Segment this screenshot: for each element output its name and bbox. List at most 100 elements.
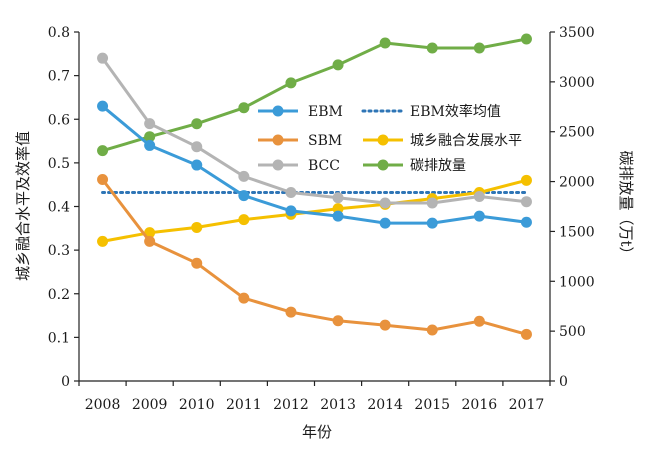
series-5-point bbox=[520, 33, 532, 45]
y-axis-right-title: 碳排放量（万t） bbox=[617, 150, 635, 261]
series-1-point bbox=[144, 235, 156, 247]
x-tick-label: 2014 bbox=[367, 397, 403, 413]
series-1-point bbox=[285, 306, 297, 318]
y-left-tick-label: 0.3 bbox=[48, 243, 70, 259]
x-tick-label: 2013 bbox=[320, 397, 356, 413]
series-0-point bbox=[520, 216, 532, 228]
series-0-point bbox=[191, 159, 203, 171]
y-left-tick-label: 0.8 bbox=[48, 25, 70, 41]
series-0-point bbox=[97, 100, 109, 112]
series-2-point bbox=[520, 196, 532, 208]
series-0 bbox=[97, 100, 532, 229]
legend-item-5-label: 碳排放量 bbox=[410, 158, 466, 174]
series-5-point bbox=[285, 77, 297, 89]
series-5-line bbox=[102, 37, 527, 153]
series-2-point bbox=[426, 197, 438, 209]
x-tick-label: 2012 bbox=[273, 397, 309, 413]
series-4-point bbox=[238, 214, 250, 226]
y-right-tick-label: 3500 bbox=[559, 25, 595, 41]
x-tick-label: 2008 bbox=[85, 397, 121, 413]
legend-item-0: EBM bbox=[258, 104, 343, 120]
series-2-line bbox=[101, 57, 527, 205]
x-tick-label: 2016 bbox=[462, 397, 498, 413]
series-2-point bbox=[191, 141, 203, 153]
series-0-point bbox=[144, 139, 156, 151]
series-0-point bbox=[285, 205, 297, 217]
x-axis-title: 年份 bbox=[302, 423, 332, 441]
y-left-tick-label: 0 bbox=[61, 374, 70, 390]
legend-item-2: BCC bbox=[258, 158, 340, 174]
legend-item-2-label: BCC bbox=[308, 158, 340, 174]
series-4 bbox=[97, 174, 532, 247]
series-0-point bbox=[426, 217, 438, 229]
series-1-point bbox=[426, 324, 438, 336]
legend-item-2-marker bbox=[272, 159, 284, 171]
series-5-point bbox=[191, 118, 203, 130]
series-4-point bbox=[191, 221, 203, 233]
legend-item-3-label: EBM效率均值 bbox=[410, 103, 501, 120]
y-right-tick-label: 0 bbox=[559, 374, 568, 390]
legend-item-5: 碳排放量 bbox=[363, 158, 466, 174]
series-5-point bbox=[97, 145, 109, 157]
y-left-tick-label: 0.5 bbox=[48, 156, 70, 172]
series-5 bbox=[97, 33, 532, 157]
series-2-point bbox=[473, 190, 485, 202]
legend-item-4-marker bbox=[377, 134, 389, 146]
legend-item-0-label: EBM bbox=[308, 104, 343, 120]
y-right-tick-label: 2000 bbox=[559, 175, 595, 191]
x-tick-label: 2017 bbox=[509, 397, 545, 413]
y-right-tick-label: 3000 bbox=[559, 75, 595, 91]
x-tick-label: 2010 bbox=[179, 397, 215, 413]
series-0-line bbox=[101, 105, 527, 225]
axes-layer: 0 0.1 0.2 0.3 0.4 0.5 0.6 0.7 0.8 0 500 1000 1500 200… bbox=[48, 25, 595, 413]
legend-item-1: SBM bbox=[258, 133, 342, 149]
series-1-point bbox=[191, 257, 203, 269]
series-1-point bbox=[332, 315, 344, 327]
y-right-tick-label: 1000 bbox=[559, 274, 595, 290]
y-right-tick-label: 2500 bbox=[559, 125, 595, 141]
series-5-point bbox=[473, 42, 485, 54]
legend-item-3: EBM效率均值 bbox=[361, 103, 501, 120]
x-tick-label: 2009 bbox=[132, 397, 168, 413]
series-0-point bbox=[238, 190, 250, 202]
series-1-line bbox=[101, 178, 527, 336]
legend-item-1-label: SBM bbox=[308, 133, 342, 149]
series-2-point bbox=[97, 52, 109, 64]
series-1-point bbox=[97, 173, 109, 185]
series-4-point bbox=[520, 174, 532, 186]
series-5-point bbox=[332, 59, 344, 71]
series-0-point bbox=[332, 210, 344, 222]
series-5-point bbox=[144, 131, 156, 143]
y-left-tick-label: 0.2 bbox=[48, 287, 70, 303]
y-left-tick-label: 0.4 bbox=[48, 200, 70, 216]
series-1-point bbox=[520, 328, 532, 340]
series-0-point bbox=[379, 217, 391, 229]
series-2-point bbox=[332, 192, 344, 204]
series-2-point bbox=[285, 187, 297, 199]
series-1-point bbox=[379, 319, 391, 331]
series-layer bbox=[97, 33, 532, 340]
x-tick-label: 2015 bbox=[414, 397, 450, 413]
series-2-point bbox=[379, 197, 391, 209]
legend-item-5-marker bbox=[377, 159, 389, 171]
x-tick-label: 2011 bbox=[226, 397, 262, 413]
series-2-point bbox=[144, 118, 156, 130]
legend-item-0-marker bbox=[272, 105, 284, 117]
series-1 bbox=[97, 173, 532, 340]
series-4-point bbox=[97, 235, 109, 247]
series-1-point bbox=[238, 292, 250, 304]
y-left-tick-label: 0.7 bbox=[48, 69, 70, 85]
y-right-tick-label: 1500 bbox=[559, 224, 595, 240]
series-5-point bbox=[379, 37, 391, 49]
y-left-tick-label: 0.1 bbox=[48, 330, 70, 346]
series-4-line bbox=[102, 178, 527, 243]
legend-item-1-marker bbox=[272, 134, 284, 146]
series-5-point bbox=[426, 42, 438, 54]
y-axis-left-title: 城乡融合水平及效率值 bbox=[14, 131, 32, 281]
legend-item-4: 城乡融合发展水平 bbox=[363, 133, 522, 149]
y-left-tick-label: 0.6 bbox=[48, 112, 70, 128]
series-2 bbox=[97, 52, 532, 209]
legend-item-4-label: 城乡融合发展水平 bbox=[410, 133, 522, 149]
